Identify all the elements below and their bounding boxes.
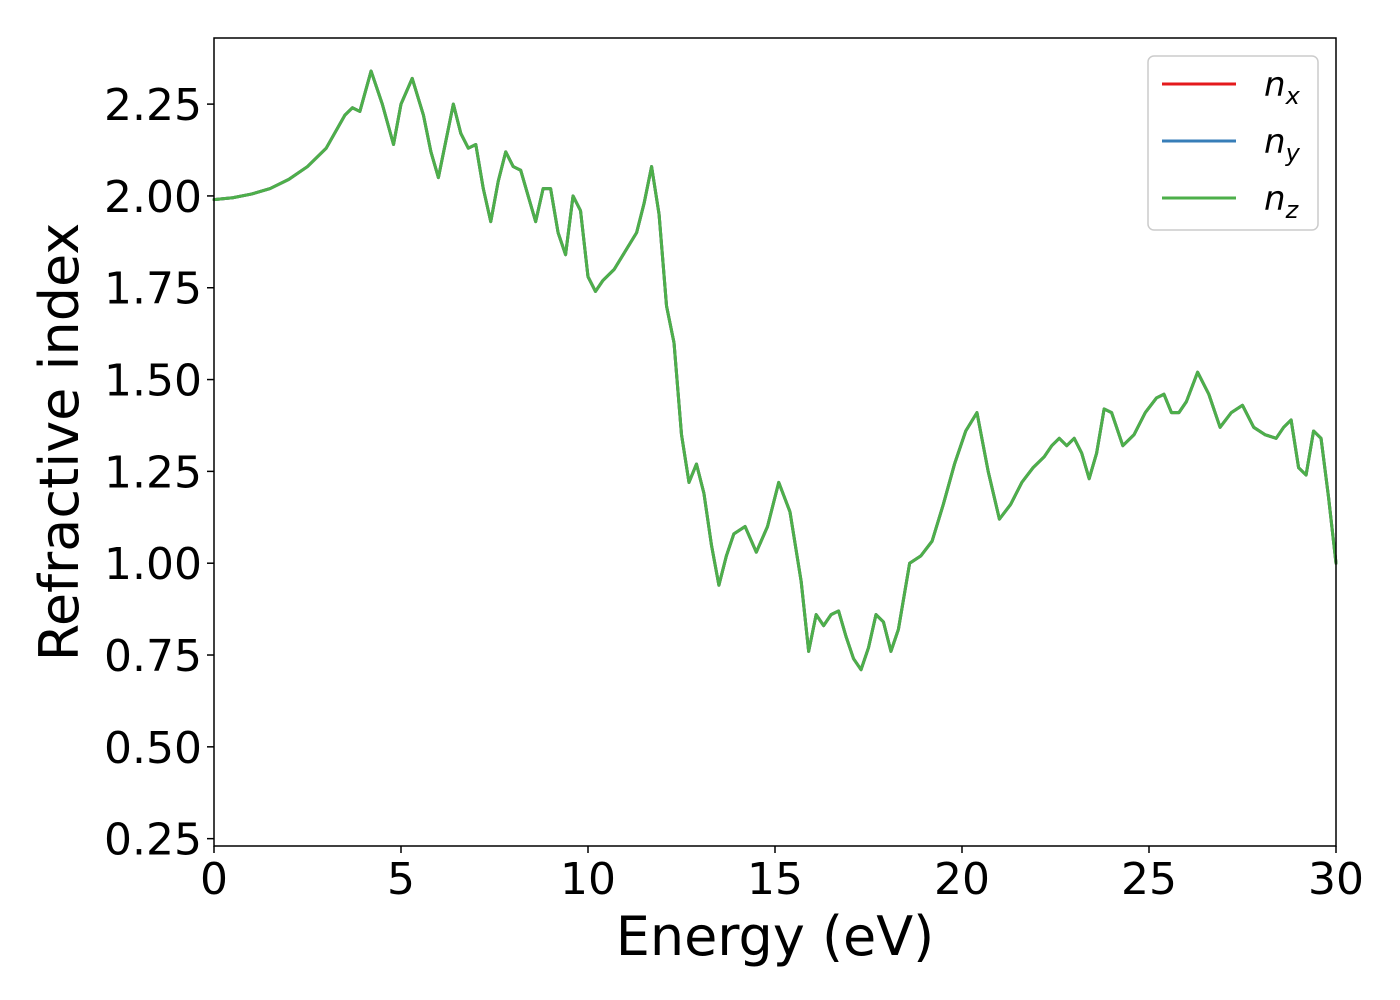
y-tick-label: 1.75 <box>104 264 202 315</box>
y-axis-ticks: 0.25 0.50 0.75 1.00 1.25 1.50 1.75 2.00 2.25 <box>104 80 214 866</box>
legend-box <box>1147 55 1319 231</box>
y-tick-label: 1.50 <box>104 356 202 407</box>
y-tick-label: 0.75 <box>104 631 202 682</box>
x-axis-label: Energy (eV) <box>616 905 935 968</box>
x-tick-label: 15 <box>747 854 803 905</box>
legend-label-y: ny <box>1264 122 1301 167</box>
y-tick-label: 1.00 <box>104 539 202 590</box>
series-line-n-z <box>212 69 1338 672</box>
legend: nx ny nz <box>1147 55 1319 231</box>
y-tick-label: 0.50 <box>104 723 202 774</box>
x-tick-label: 25 <box>1121 854 1177 905</box>
x-tick-label: 5 <box>387 854 415 905</box>
legend-label-x: nx <box>1264 65 1301 110</box>
plot-frame <box>213 37 1337 847</box>
x-axis-ticks: 0 5 10 15 20 25 30 <box>200 846 1364 905</box>
x-tick-label: 30 <box>1308 854 1364 905</box>
y-tick-label: 0.25 <box>104 815 202 866</box>
y-tick-label: 1.25 <box>104 447 202 498</box>
x-tick-label: 20 <box>934 854 990 905</box>
x-tick-label: 0 <box>200 854 228 905</box>
y-tick-label: 2.00 <box>104 172 202 223</box>
y-axis-label: Refractive index <box>28 223 91 662</box>
legend-label-z: nz <box>1264 179 1300 224</box>
y-tick-label: 2.25 <box>104 80 202 131</box>
x-tick-label: 10 <box>560 854 616 905</box>
series-layer <box>212 69 1338 672</box>
